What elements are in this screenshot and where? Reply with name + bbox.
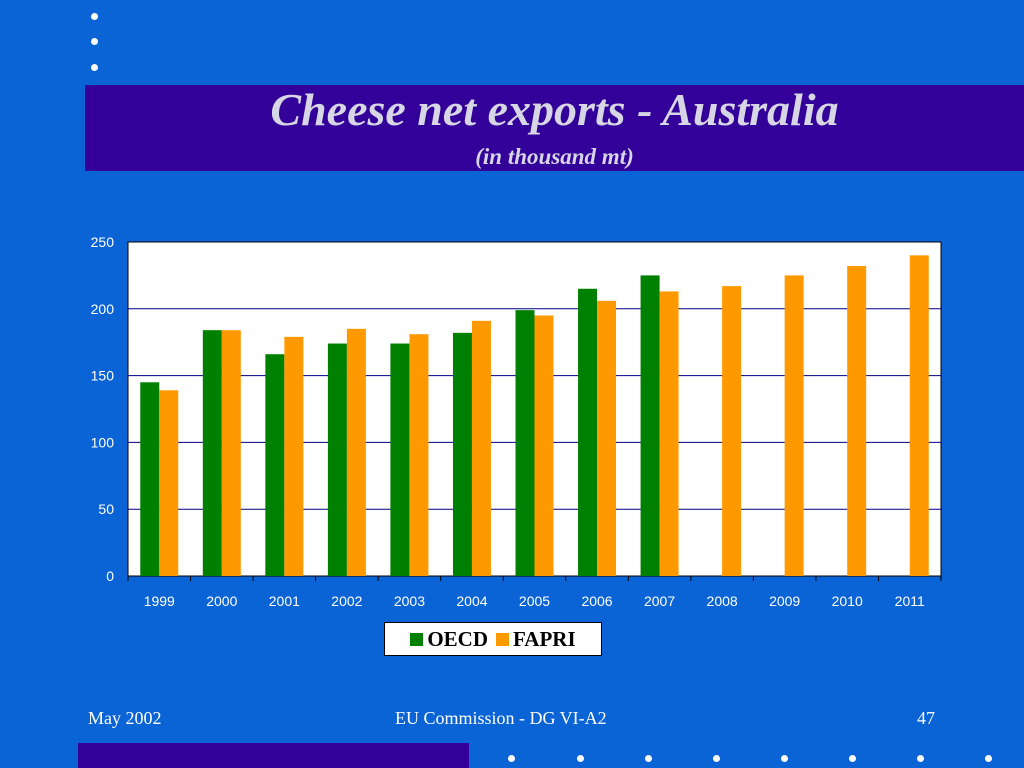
bar-fapri-2003	[409, 334, 429, 576]
x-tick-label: 2002	[331, 593, 362, 609]
y-tick-label: 200	[91, 301, 115, 317]
y-tick-label: 0	[106, 568, 114, 584]
bar-fapri-2009	[784, 275, 804, 576]
bars	[140, 255, 929, 577]
bar-oecd-1999	[140, 382, 160, 576]
legend-swatch-fapri	[496, 632, 510, 646]
bar-oecd-2004	[452, 332, 472, 576]
bar-fapri-2004	[471, 320, 491, 576]
y-tick-label: 150	[91, 368, 115, 384]
decorative-dot	[645, 755, 652, 762]
decorative-dot	[781, 755, 788, 762]
bar-oecd-2001	[265, 354, 285, 576]
x-tick-label: 2010	[832, 593, 863, 609]
x-tick-label: 2008	[707, 593, 738, 609]
bar-fapri-2011	[909, 255, 929, 577]
decorative-dot	[985, 755, 992, 762]
x-tick-label: 2004	[456, 593, 487, 609]
legend-item-oecd: OECD	[410, 627, 488, 652]
legend-item-fapri: FAPRI	[496, 627, 576, 652]
x-tick-label: 2006	[581, 593, 612, 609]
x-tick-label: 2000	[206, 593, 237, 609]
bar-fapri-2008	[722, 286, 742, 576]
bar-oecd-2000	[202, 330, 222, 576]
chart-legend: OECD FAPRI	[384, 622, 602, 656]
legend-label-oecd: OECD	[427, 626, 489, 651]
bar-fapri-2002	[346, 328, 366, 576]
bar-fapri-2007	[659, 291, 679, 576]
bar-oecd-2002	[327, 343, 347, 576]
legend-swatch-oecd	[410, 632, 424, 646]
x-tick-label: 2009	[769, 593, 800, 609]
footer-band	[78, 743, 469, 768]
x-tick-label: 2011	[895, 593, 925, 609]
bar-oecd-2005	[515, 310, 535, 576]
y-tick-label: 250	[91, 234, 115, 250]
slide-subtitle: (in thousand mt)	[475, 144, 634, 169]
footer-page-number: 47	[917, 708, 935, 728]
footer-date: May 2002	[88, 708, 162, 728]
axes: 0 50 100 150 200 250 1999 2000 2001 2002 2003 2004 2…	[91, 234, 942, 609]
legend-label-fapri: FAPRI	[513, 626, 576, 651]
x-tick-label: 2003	[394, 593, 425, 609]
title-band	[85, 85, 1024, 171]
decorative-dot	[508, 755, 515, 762]
y-tick-label: 50	[98, 501, 114, 517]
decorative-dot	[91, 38, 98, 45]
bar-oecd-2007	[640, 275, 660, 576]
bar-fapri-2000	[221, 330, 241, 576]
decorative-dot	[713, 755, 720, 762]
decorative-dot	[917, 755, 924, 762]
x-tick-label: 2005	[519, 593, 550, 609]
footer-organization: EU Commission - DG VI-A2	[395, 708, 607, 728]
x-tick-label: 1999	[144, 593, 175, 609]
bar-oecd-2006	[578, 288, 598, 576]
y-tick-label: 100	[91, 434, 115, 450]
slide-title: Cheese net exports - Australia	[270, 84, 839, 135]
bar-fapri-1999	[159, 390, 179, 576]
decorative-dot	[91, 64, 98, 71]
bar-fapri-2005	[534, 315, 554, 576]
decorative-dot	[91, 13, 98, 20]
decorative-dot	[849, 755, 856, 762]
bar-oecd-2003	[390, 343, 410, 576]
bar-fapri-2006	[597, 300, 617, 576]
bar-fapri-2010	[847, 266, 867, 576]
bar-fapri-2001	[284, 336, 304, 576]
x-tick-label: 2007	[644, 593, 675, 609]
x-tick-label: 2001	[269, 593, 300, 609]
decorative-dot	[577, 755, 584, 762]
